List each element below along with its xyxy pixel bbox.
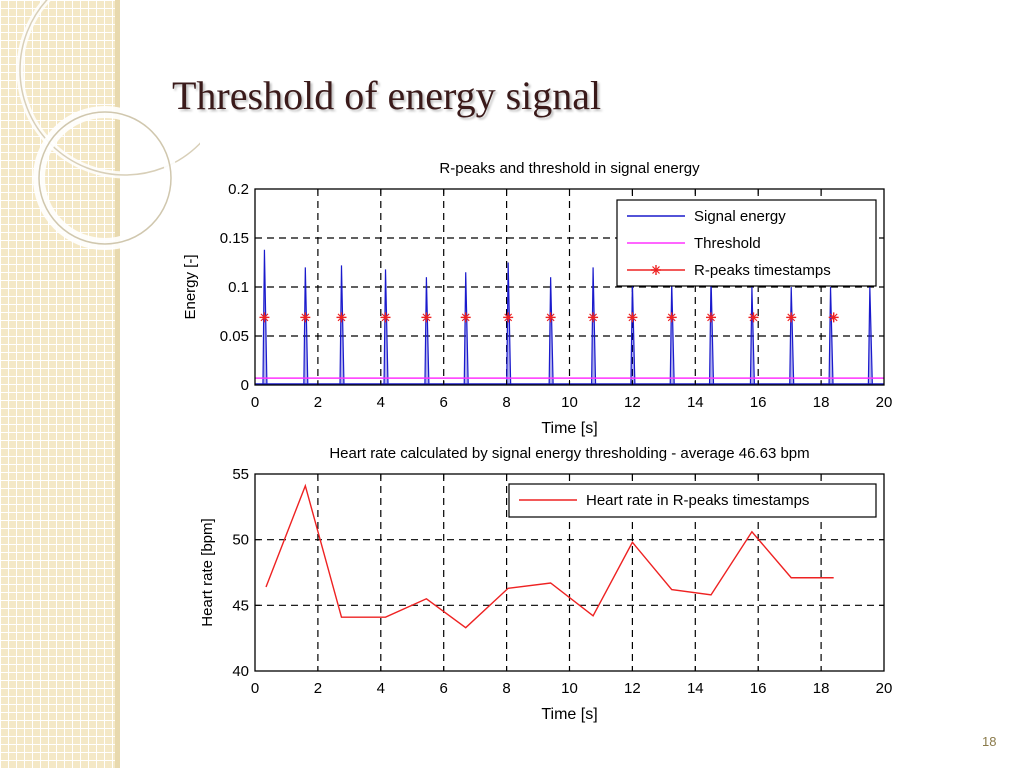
x-tick-label: 10: [561, 680, 578, 697]
x-tick-label: 18: [813, 394, 830, 411]
r-peak-marker: [828, 312, 839, 323]
plot-area: [265, 483, 834, 629]
r-peak-marker: [380, 312, 391, 323]
decorative-rings: [16, 0, 200, 250]
x-tick-label: 0: [251, 680, 259, 697]
y-tick-label: 45: [232, 597, 249, 614]
y-tick-label: 0.2: [228, 181, 249, 198]
slide-title: Threshold of energy signal: [172, 73, 602, 118]
chart-title: Heart rate calculated by signal energy t…: [329, 445, 809, 462]
x-axis-label: Time [s]: [541, 420, 597, 437]
x-tick-label: 2: [314, 394, 322, 411]
energy-spike: [828, 286, 834, 385]
plot-area: [255, 249, 884, 385]
y-tick-label: 0.15: [220, 230, 249, 247]
legend-label: Signal energy: [694, 208, 786, 225]
r-peak-marker: [588, 312, 599, 323]
legend: Signal energy Threshold R-peaks timestamps: [616, 199, 877, 287]
slide-number: 18: [982, 734, 997, 749]
energy-spike: [708, 277, 715, 385]
energy-spike: [749, 286, 756, 385]
x-tick-label: 14: [687, 394, 704, 411]
x-tick-label: 14: [687, 680, 704, 697]
x-tick-label: 8: [502, 394, 510, 411]
y-tick-label: 0: [241, 377, 249, 394]
legend-label: Threshold: [694, 235, 761, 252]
x-axis-label: Time [s]: [541, 706, 597, 723]
chart-1: 0 2 4 6 8 10 12 14 16 18 20 0 0.05 0.1 0.15 0.2 R-peaks …: [182, 160, 892, 437]
legend-marker: [652, 266, 660, 274]
energy-spike: [867, 286, 873, 385]
r-peak-marker: [748, 312, 759, 323]
r-peak-marker: [460, 312, 471, 323]
r-peak-marker: [786, 312, 797, 323]
chart-title: R-peaks and threshold in signal energy: [439, 160, 700, 177]
legend: Heart rate in R-peaks timestamps: [508, 483, 877, 518]
x-tick-label: 0: [251, 394, 259, 411]
r-peak-marker: [706, 312, 717, 323]
r-peak-marker: [503, 312, 514, 323]
y-tick-label: 0.1: [228, 279, 249, 296]
x-tick-label: 20: [876, 394, 893, 411]
x-tick-label: 6: [440, 680, 448, 697]
r-peak-marker: [421, 312, 432, 323]
energy-spike: [303, 267, 309, 385]
legend-label: R-peaks timestamps: [694, 262, 831, 279]
r-peak-marker: [627, 312, 638, 323]
y-tick-label: 55: [232, 466, 249, 483]
x-tick-label: 12: [624, 394, 641, 411]
r-peak-marker: [336, 312, 347, 323]
x-tick-label: 18: [813, 680, 830, 697]
r-peak-marker: [545, 312, 556, 323]
heart-rate-line: [265, 483, 834, 629]
x-tick-label: 20: [876, 680, 893, 697]
energy-spike: [506, 262, 512, 385]
energy-spike: [630, 282, 636, 385]
x-tick-label: 8: [502, 680, 510, 697]
energy-spike: [590, 267, 597, 385]
y-axis-label: Heart rate [bpm]: [199, 518, 216, 626]
energy-spike: [548, 277, 554, 385]
energy-spike: [463, 272, 469, 385]
energy-spike: [383, 269, 389, 385]
x-tick-label: 16: [750, 680, 767, 697]
energy-spike: [669, 282, 675, 385]
legend-label: Heart rate in R-peaks timestamps: [586, 492, 809, 509]
x-tick-label: 6: [440, 394, 448, 411]
r-peak-marker: [666, 312, 677, 323]
x-tick-label: 12: [624, 680, 641, 697]
y-axis-label: Energy [-]: [182, 254, 199, 319]
chart-2: 0 2 4 6 8 10 12 14 16 18 20 40 45 50 55 Heart rate calc…: [199, 445, 892, 723]
x-tick-label: 4: [377, 394, 385, 411]
y-tick-label: 0.05: [220, 328, 249, 345]
y-tick-label: 50: [232, 532, 249, 549]
x-tick-label: 16: [750, 394, 767, 411]
y-tick-label: 40: [232, 663, 249, 680]
x-tick-label: 4: [377, 680, 385, 697]
r-peak-marker: [259, 312, 270, 323]
x-tick-label: 10: [561, 394, 578, 411]
energy-spike: [789, 286, 795, 385]
energy-spike: [339, 265, 345, 385]
energy-spike: [424, 277, 430, 385]
x-tick-label: 2: [314, 680, 322, 697]
decorative-band-edge: [115, 0, 120, 768]
r-peak-marker: [300, 312, 311, 323]
